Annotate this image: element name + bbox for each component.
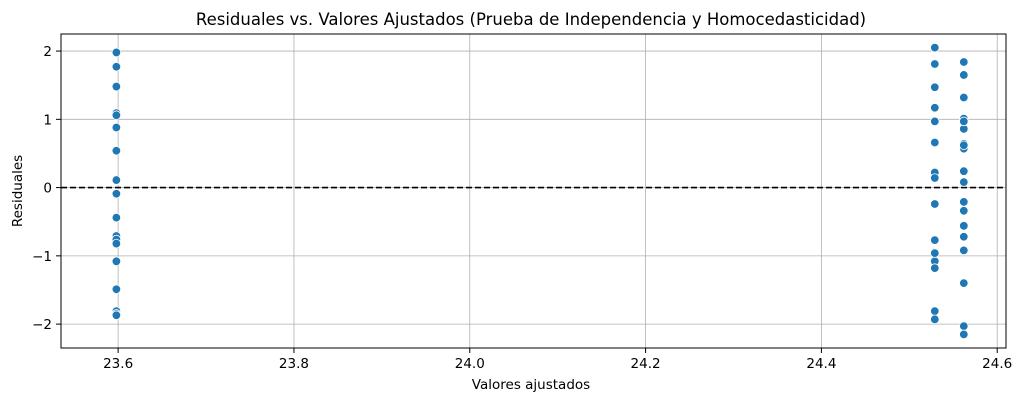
data-point	[111, 47, 122, 58]
data-point	[959, 140, 969, 150]
data-point	[930, 173, 940, 183]
data-point	[930, 116, 940, 127]
y-tick-label: 1	[43, 112, 52, 128]
data-point	[111, 146, 122, 156]
data-point	[930, 235, 940, 245]
data-point	[111, 81, 122, 92]
x-axis-ticks: 23.6 23.8 24.0 24.2 24.4 24.6	[103, 348, 1012, 372]
y-axis-label: Residuales	[10, 155, 26, 227]
x-tick-label: 24.2	[631, 356, 661, 372]
data-point	[930, 103, 940, 113]
x-axis-label: Valores ajustados	[472, 377, 590, 393]
chart-title: Residuales vs. Valores Ajustados (Prueba…	[196, 10, 866, 29]
data-point	[111, 310, 122, 320]
data-point	[930, 263, 940, 273]
x-tick-label: 23.6	[103, 356, 133, 372]
data-point	[959, 321, 969, 331]
data-point	[930, 248, 940, 258]
data-point	[959, 177, 969, 187]
y-tick-label: 0	[43, 181, 52, 197]
data-point	[930, 82, 940, 92]
data-point	[111, 175, 122, 185]
data-point	[111, 238, 122, 249]
data-point	[111, 212, 122, 223]
data-point	[111, 122, 122, 133]
data-point	[111, 284, 122, 294]
data-point	[111, 256, 122, 267]
data-point	[111, 110, 122, 120]
data-point	[959, 221, 969, 231]
data-point	[959, 92, 969, 103]
data-point	[959, 232, 969, 242]
plot-frame	[60, 33, 1007, 349]
y-axis-ticks: −2 −1 0 1 2	[32, 44, 61, 333]
data-point	[959, 57, 969, 67]
x-tick-label: 24.6	[982, 356, 1012, 372]
data-point	[959, 329, 969, 340]
data-point	[930, 137, 940, 148]
data-point	[930, 306, 940, 316]
data-point	[930, 42, 940, 53]
data-point	[930, 199, 940, 209]
data-point	[930, 59, 940, 69]
x-tick-label: 24.4	[806, 356, 836, 372]
data-point	[959, 278, 969, 288]
y-tick-label: 2	[43, 44, 52, 60]
data-point	[111, 189, 122, 199]
data-point	[959, 245, 969, 256]
data-point	[111, 62, 122, 72]
data-point	[959, 70, 969, 80]
y-tick-label: −2	[32, 317, 52, 333]
y-tick-label: −1	[32, 249, 52, 265]
data-points	[111, 42, 969, 340]
data-point	[959, 206, 969, 216]
data-point	[930, 314, 940, 325]
data-point	[959, 166, 969, 176]
x-tick-label: 24.0	[455, 356, 485, 372]
data-point	[959, 116, 969, 127]
data-point	[959, 197, 969, 207]
x-tick-label: 23.8	[279, 356, 309, 372]
